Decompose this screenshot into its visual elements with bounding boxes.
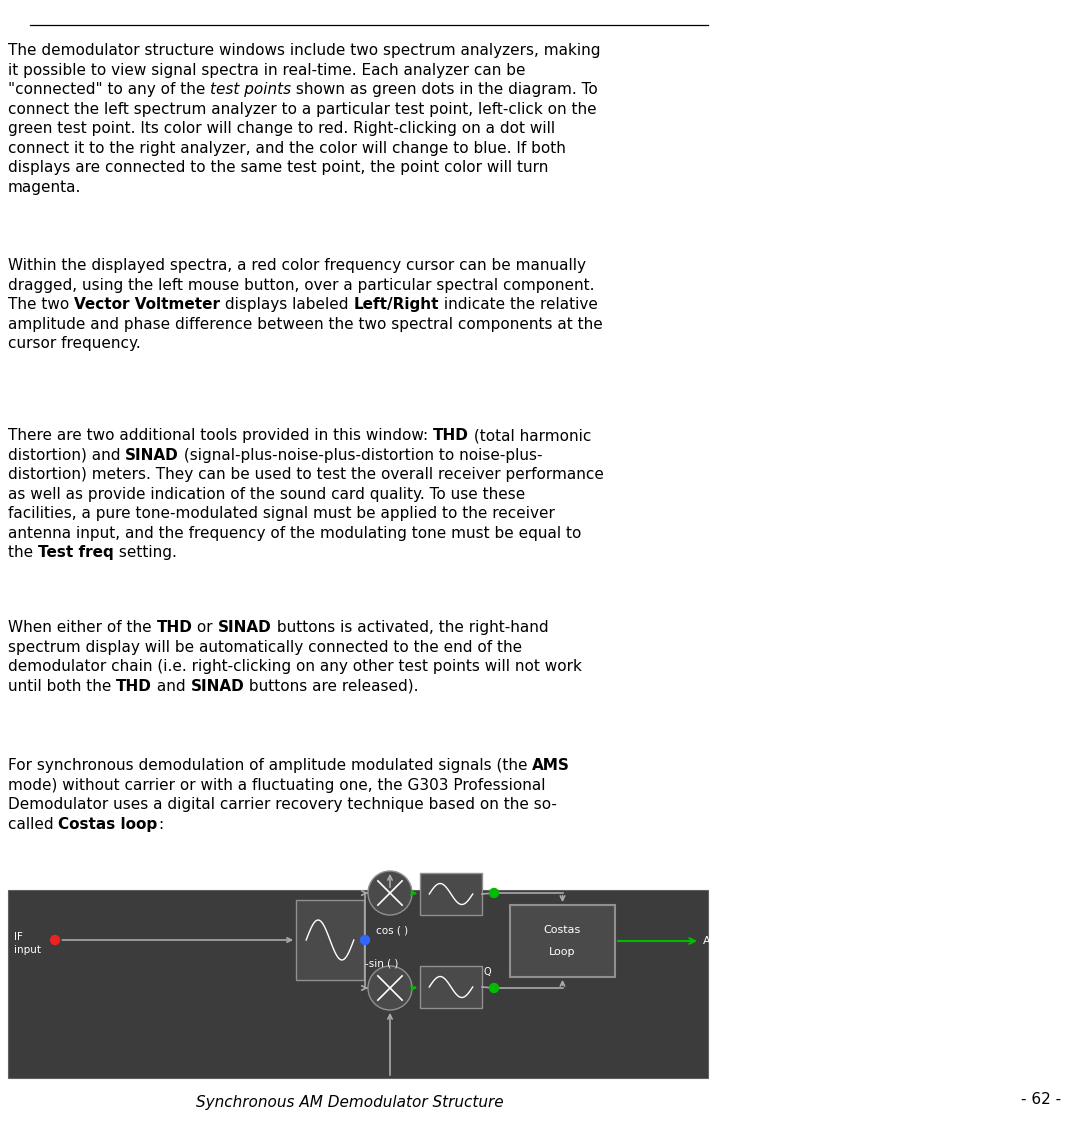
Bar bbox=[421, 873, 482, 916]
Text: mode) without carrier or with a fluctuating one, the G303 Professional: mode) without carrier or with a fluctuat… bbox=[8, 778, 546, 792]
Text: AMS: AMS bbox=[532, 758, 571, 773]
Text: When either of the: When either of the bbox=[8, 620, 157, 635]
Text: Left/Right: Left/Right bbox=[353, 297, 439, 312]
Text: Test freq: Test freq bbox=[38, 545, 114, 560]
Bar bbox=[510, 905, 615, 977]
Circle shape bbox=[51, 936, 59, 945]
Text: green test point. Its color will change to red. Right-clicking on a dot will: green test point. Its color will change … bbox=[8, 121, 556, 136]
Text: facilities, a pure tone-modulated signal must be applied to the receiver: facilities, a pure tone-modulated signal… bbox=[8, 506, 555, 521]
Text: IF: IF bbox=[14, 932, 23, 942]
Text: spectrum display will be automatically connected to the end of the: spectrum display will be automatically c… bbox=[8, 640, 522, 654]
Text: indicate the relative: indicate the relative bbox=[439, 297, 598, 312]
Circle shape bbox=[490, 889, 498, 898]
Text: SINAD: SINAD bbox=[218, 620, 271, 635]
Text: dragged, using the left mouse button, over a particular spectral component.: dragged, using the left mouse button, ov… bbox=[8, 277, 595, 293]
Text: THD: THD bbox=[433, 427, 469, 443]
Text: test points: test points bbox=[210, 82, 292, 96]
Text: it possible to view signal spectra in real-time. Each analyzer can be: it possible to view signal spectra in re… bbox=[8, 63, 525, 77]
Circle shape bbox=[490, 984, 498, 993]
Bar bbox=[296, 900, 364, 980]
Text: input: input bbox=[14, 945, 41, 955]
Text: shown as green dots in the diagram. To: shown as green dots in the diagram. To bbox=[292, 82, 598, 96]
Text: Within the displayed spectra, a red color frequency cursor can be manually: Within the displayed spectra, a red colo… bbox=[8, 258, 586, 273]
Text: setting.: setting. bbox=[114, 545, 176, 560]
Text: - 62 -: - 62 - bbox=[1020, 1092, 1060, 1107]
Text: connect the left spectrum analyzer to a particular test point, left-click on the: connect the left spectrum analyzer to a … bbox=[8, 101, 597, 117]
Text: :: : bbox=[158, 817, 163, 831]
Text: Costas: Costas bbox=[544, 926, 582, 936]
Text: SINAD: SINAD bbox=[190, 679, 244, 693]
Text: AMS: AMS bbox=[703, 936, 728, 946]
Text: as well as provide indication of the sound card quality. To use these: as well as provide indication of the sou… bbox=[8, 487, 525, 502]
Text: magenta.: magenta. bbox=[8, 180, 81, 194]
Text: For synchronous demodulation of amplitude modulated signals (the: For synchronous demodulation of amplitud… bbox=[8, 758, 532, 773]
Text: demodulator chain (i.e. right-clicking on any other test points will not work: demodulator chain (i.e. right-clicking o… bbox=[8, 659, 582, 674]
Text: cursor frequency.: cursor frequency. bbox=[8, 335, 141, 351]
Text: "connected" to any of the: "connected" to any of the bbox=[8, 82, 210, 96]
Text: (signal-plus-noise-plus-distortion to noise-plus-: (signal-plus-noise-plus-distortion to no… bbox=[179, 448, 543, 462]
Text: Demodulator uses a digital carrier recovery technique based on the so-: Demodulator uses a digital carrier recov… bbox=[8, 797, 557, 812]
Text: Loop: Loop bbox=[549, 947, 576, 957]
Text: Q: Q bbox=[484, 967, 492, 977]
Text: SINAD: SINAD bbox=[125, 448, 179, 462]
Circle shape bbox=[368, 871, 412, 916]
Text: distortion) and: distortion) and bbox=[8, 448, 125, 462]
Text: Costas loop: Costas loop bbox=[58, 817, 158, 831]
Text: connect it to the right analyzer, and the color will change to blue. If both: connect it to the right analyzer, and th… bbox=[8, 140, 565, 156]
Text: and: and bbox=[152, 679, 190, 693]
Text: THD: THD bbox=[117, 679, 152, 693]
Circle shape bbox=[368, 966, 412, 1010]
Circle shape bbox=[360, 936, 370, 945]
Text: called: called bbox=[8, 817, 58, 831]
Text: buttons is activated, the right-hand: buttons is activated, the right-hand bbox=[271, 620, 548, 635]
Text: antenna input, and the frequency of the modulating tone must be equal to: antenna input, and the frequency of the … bbox=[8, 525, 582, 541]
Text: There are two additional tools provided in this window:: There are two additional tools provided … bbox=[8, 427, 433, 443]
Text: -sin ( ): -sin ( ) bbox=[365, 958, 399, 968]
Bar bbox=[8, 890, 708, 1078]
Text: displays labeled: displays labeled bbox=[221, 297, 353, 312]
Text: until both the: until both the bbox=[8, 679, 117, 693]
Text: cos ( ): cos ( ) bbox=[376, 925, 408, 935]
Text: The demodulator structure windows include two spectrum analyzers, making: The demodulator structure windows includ… bbox=[8, 43, 601, 58]
Text: or: or bbox=[192, 620, 218, 635]
Text: the: the bbox=[8, 545, 38, 560]
Text: distortion) meters. They can be used to test the overall receiver performance: distortion) meters. They can be used to … bbox=[8, 467, 604, 482]
Text: The two: The two bbox=[8, 297, 75, 312]
Text: Synchronous AM Demodulator Structure: Synchronous AM Demodulator Structure bbox=[196, 1095, 504, 1110]
Text: THD: THD bbox=[157, 620, 192, 635]
Text: Vector Voltmeter: Vector Voltmeter bbox=[75, 297, 221, 312]
Text: buttons are released).: buttons are released). bbox=[244, 679, 418, 693]
Text: displays are connected to the same test point, the point color will turn: displays are connected to the same test … bbox=[8, 160, 548, 175]
Text: amplitude and phase difference between the two spectral components at the: amplitude and phase difference between t… bbox=[8, 316, 603, 331]
Text: I: I bbox=[484, 874, 486, 884]
Bar bbox=[421, 966, 482, 1008]
Text: (total harmonic: (total harmonic bbox=[469, 427, 591, 443]
